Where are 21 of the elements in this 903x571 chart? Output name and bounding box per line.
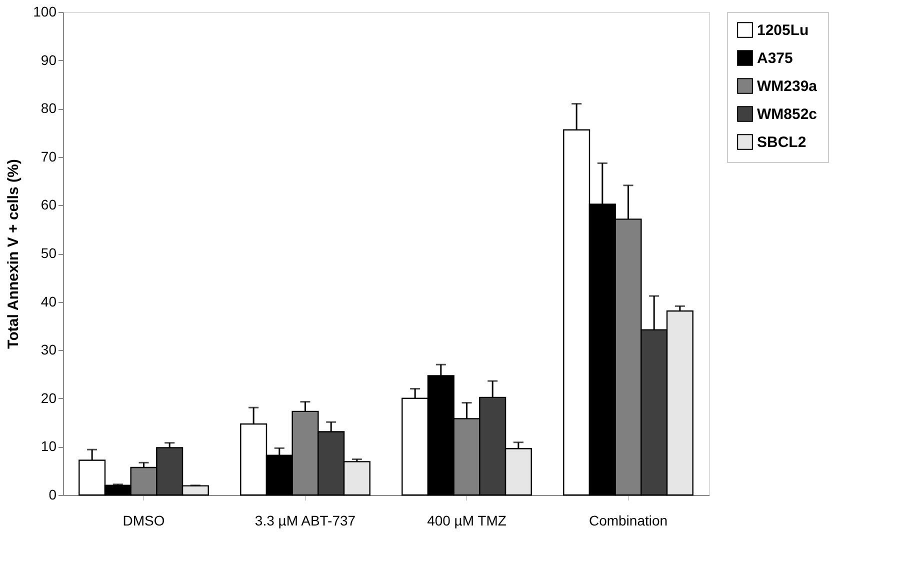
legend-label: SBCL2 [757,134,806,151]
x-tick-label: Combination [588,512,668,528]
y-tick-label: 20 [40,390,57,406]
legend-label: A375 [757,50,793,67]
y-tick-label: 50 [40,245,57,261]
y-tick-label: 70 [40,148,57,164]
y-tick-label: 10 [40,438,57,454]
x-tick-label: DMSO [122,512,165,528]
y-axis-title: Total Annexin V + cells (%) [5,159,22,349]
legend-label: WM852c [757,106,818,123]
legend-label: WM239a [757,78,818,95]
y-tick-label: 80 [40,100,57,116]
y-tick-label: 90 [40,52,57,68]
y-tick-label: 60 [40,196,57,213]
x-tick-label: 3.3 µM ABT-737 [254,512,356,528]
y-tick-label: 40 [40,293,57,310]
y-tick-label: 100 [33,4,57,20]
y-tick-label: 30 [40,342,57,358]
y-tick-label: 0 [48,486,57,502]
legend-label: 1205Lu [757,22,809,39]
x-tick-label: 400 µM TMZ [427,512,507,528]
